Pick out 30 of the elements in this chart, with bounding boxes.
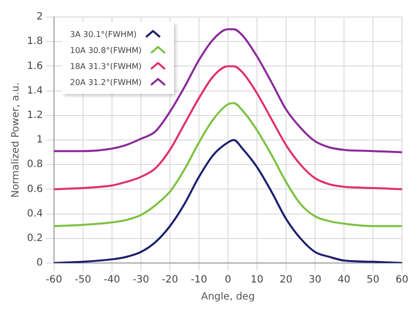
- y-tick-label: 0.2: [26, 232, 43, 244]
- y-tick-label: 0.6: [26, 184, 43, 195]
- x-tick-label: -50: [74, 274, 92, 286]
- y-tick-label: 1.6: [26, 60, 43, 72]
- y-tick-label: 1.4: [26, 85, 43, 96]
- x-tick-label: 20: [280, 274, 292, 286]
- x-tick-label: 30: [308, 274, 322, 286]
- y-tick-label: 2: [36, 12, 43, 23]
- legend-label: 10A 30.8°(FWHM): [70, 46, 142, 54]
- x-tick-label: 50: [366, 274, 380, 286]
- legend-label: 20A 31.2°(FWHM): [70, 78, 142, 86]
- x-tick-label: 40: [338, 274, 350, 286]
- x-tick-label: -30: [132, 274, 150, 286]
- x-tick-label: -40: [104, 274, 120, 286]
- legend-label: 3A 30.1°(FWHM): [70, 30, 137, 38]
- x-tick-label: 60: [396, 274, 408, 286]
- x-tick-label: 0: [224, 274, 232, 286]
- y-tick-label: 1: [36, 134, 43, 146]
- y-tick-label: 1.8: [26, 36, 43, 48]
- x-tick-label: 10: [250, 274, 264, 286]
- y-tick-label: 0.4: [26, 208, 43, 220]
- y-tick-label: 0: [36, 258, 43, 269]
- y-axis-title: Normalized Power, a.u.: [10, 82, 22, 198]
- legend-label: 18A 31.3°(FWHM): [70, 62, 142, 70]
- y-tick-label: 0.8: [26, 159, 43, 170]
- x-axis-title: Angle, deg: [201, 292, 255, 303]
- x-tick-label: -60: [46, 274, 62, 286]
- x-tick-label: -10: [190, 274, 208, 286]
- y-tick-label: 1.2: [26, 110, 43, 121]
- x-tick-label: -20: [162, 274, 178, 286]
